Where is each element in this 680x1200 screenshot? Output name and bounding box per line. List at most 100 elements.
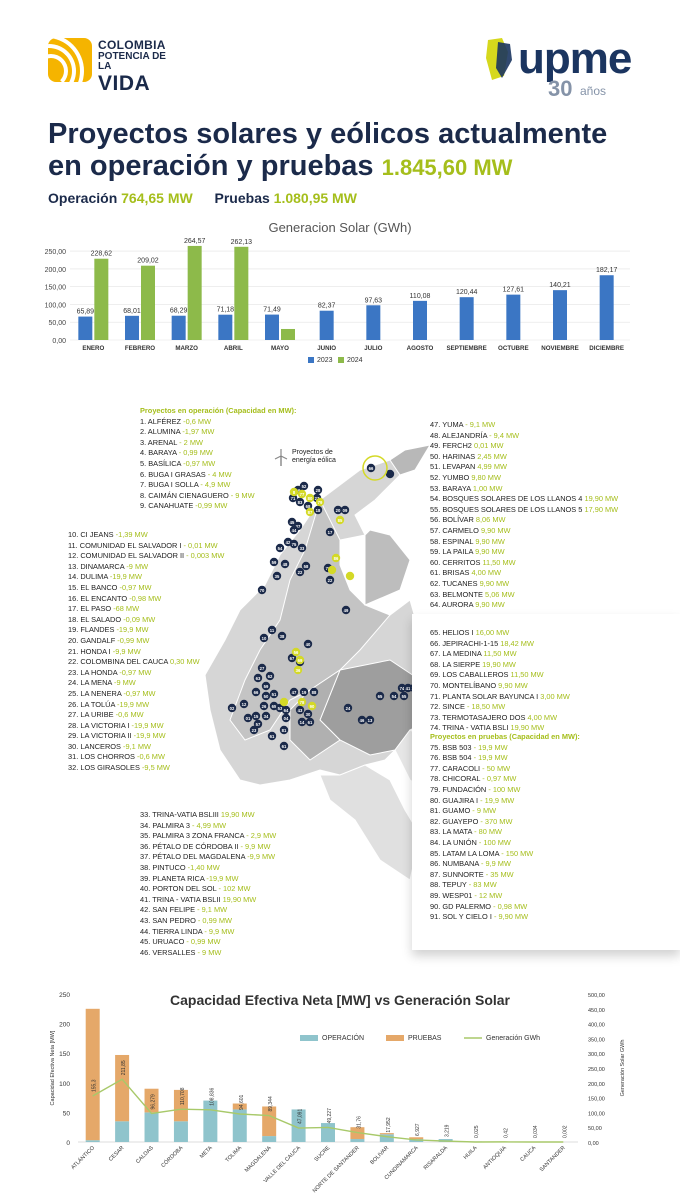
project-list-item: 29. LA VICTORIA II -19,9 MW	[68, 731, 166, 741]
svg-text:14: 14	[300, 720, 305, 725]
colombia-potencia-vida-logo: COLOMBIA POTENCIA DE LA VIDA	[48, 38, 178, 94]
legend-swatch-operacion	[300, 1035, 318, 1041]
map-pin-pruebas: 80	[305, 493, 315, 503]
svg-text:23: 23	[252, 728, 257, 733]
map-pin: 62	[265, 671, 275, 681]
data-label-2023: 65,89	[77, 309, 95, 316]
wind-projects-label: Proyectos de energía eólica	[272, 448, 342, 466]
svg-text:20: 20	[336, 508, 341, 513]
svg-text:80: 80	[308, 496, 313, 501]
map-pin	[385, 469, 395, 479]
bar-pruebas	[379, 1133, 394, 1135]
map-pin: 57	[253, 719, 263, 729]
map-pin: 24	[343, 703, 353, 713]
legend-label-generacion: Generación GWh	[486, 1035, 540, 1042]
svg-text:61: 61	[308, 720, 313, 725]
x-tick-label: AGOSTO	[407, 345, 434, 352]
data-label-2024: 209,02	[137, 258, 159, 265]
bar-pruebas	[85, 1008, 100, 1141]
y-tick-label: 200	[59, 1022, 70, 1029]
y-tick-label: 150,00	[45, 285, 67, 292]
wind-label-text: Proyectos de energía eólica	[291, 449, 336, 464]
bar-2023	[265, 314, 279, 340]
data-label-2023: 68,01	[123, 308, 141, 315]
legend-label-2023: 2023	[317, 357, 333, 364]
svg-text:65: 65	[378, 694, 383, 699]
generacion-data-label: 96,279	[151, 1094, 157, 1110]
y2-tick-label: 200,00	[588, 1082, 605, 1088]
bar-2023	[506, 294, 521, 340]
project-list-item: 10. CI JEANS -1,39 MW	[68, 530, 148, 539]
map-pin-pruebas: 69	[295, 655, 305, 665]
data-label-2024: 262,13	[231, 239, 253, 246]
upme-logo: upme 30 años	[484, 34, 634, 101]
generacion-solar-chart: 0,00 50,00 100,00 150,00 200,00 250,00 65,89 22…	[45, 238, 630, 364]
project-list-item: 85. LATAM LA LOMA - 150 MW	[430, 848, 534, 858]
map-pin: 35	[272, 571, 282, 581]
project-list-item: 17. EL PASO -68 MW	[68, 604, 140, 614]
bar-2024	[187, 245, 202, 340]
svg-text:64: 64	[284, 708, 289, 713]
generacion-data-label: 0,034	[533, 1125, 539, 1138]
y2-tick-label: 500,00	[588, 993, 605, 999]
project-list-item: 2. ALUMINA -1,97 MW	[140, 427, 215, 437]
capacidad-vs-generacion-chart: 0 50 100 150 200 250 0,00 50,00 100,00 150,00 200,…	[50, 992, 626, 1194]
bar-2024	[281, 328, 295, 340]
project-list-item: 38. PINTUCO -1,40 MW	[140, 862, 220, 872]
generacion-data-label: 0,42	[503, 1128, 509, 1138]
generacion-data-label: 94,601	[239, 1094, 245, 1110]
svg-text:47: 47	[292, 690, 297, 695]
svg-text:59: 59	[272, 560, 277, 565]
bar-pruebas	[262, 1106, 277, 1137]
map-pin: 04	[281, 713, 291, 723]
project-list-item: 49. FERCH2 0,01 MW	[430, 441, 504, 451]
project-list-item: 35. PALMIRA 3 ZONA FRANCA - 2,9 MW	[140, 831, 277, 841]
x-tick-label: SANTANDER	[539, 1145, 567, 1173]
svg-text:71: 71	[291, 496, 296, 501]
map-pin: 61	[267, 731, 277, 741]
map-pin: 46	[357, 715, 367, 725]
bar-operacion	[85, 1140, 100, 1142]
project-list-item: 74. TRINA - VATIA BSLI 19,90 MW	[430, 723, 545, 733]
x-tick-label: ANTIOQUIA	[482, 1145, 508, 1171]
svg-text:90: 90	[310, 704, 315, 709]
map-pin-pruebas: 90	[307, 701, 317, 711]
map-pin: 48	[280, 559, 290, 569]
map-pin: 52	[299, 481, 309, 491]
y-axis-label: Capacidad Efectiva Neta [MW]	[50, 1030, 56, 1105]
generacion-data-label: 31,76	[356, 1116, 362, 1129]
operacion-list-col2: 10. CI JEANS -1,39 MW 11. COMUNIDAD EL SA…	[68, 530, 268, 774]
svg-text:16: 16	[296, 488, 301, 493]
project-list-item: 76. BSB 504 - 19,9 MW	[430, 753, 508, 763]
project-list-item: 75. BSB 503 - 19,9 MW	[430, 742, 508, 752]
y-tick-label: 100	[59, 1081, 70, 1088]
data-label-2023: 71,49	[263, 307, 281, 314]
map-pin-pruebas: 85	[335, 515, 345, 525]
y-tick-label: 0	[66, 1140, 70, 1147]
project-list-item: 25. LA NENERA -0,97 MW	[68, 688, 156, 698]
map-pin: 70	[257, 585, 267, 595]
project-list-item: 60. CERRITOS 11,50 MW	[430, 557, 516, 567]
x-tick-label: CAUCA	[519, 1145, 537, 1163]
bar-operacion	[350, 1139, 365, 1142]
project-list-item: 33. TRINA-VATIA BSLIII 19,90 MW	[140, 810, 255, 819]
bar-operacion	[379, 1134, 394, 1142]
project-list-item: 23. LA HONDA -0,97 MW	[68, 667, 152, 677]
svg-text:57: 57	[256, 722, 261, 727]
map-pin-pruebas: 56	[291, 647, 301, 657]
svg-text:74: 74	[400, 686, 405, 691]
y2-tick-label: 150,00	[588, 1097, 605, 1103]
svg-text:70: 70	[260, 588, 265, 593]
map-pin: 30	[303, 709, 313, 719]
title-total: 1.845,60 MW	[381, 155, 513, 180]
map-pin-pruebas: 36	[293, 665, 303, 675]
pruebas-list: Proyectos en pruebas (Capacidad en MW): …	[430, 732, 650, 923]
project-list-item: 39. PLANETA RICA -19,9 MW	[140, 873, 239, 883]
project-list-item: 78. CHICORAL - 0,97 MW	[430, 774, 517, 784]
generacion-data-label: 89,344	[268, 1096, 274, 1112]
project-list-item: 66. JEPIRACHI-1-15 18,42 MW	[430, 638, 534, 648]
bar-pruebas	[115, 1054, 130, 1122]
map-pin: 74	[397, 683, 407, 693]
project-list-item: 53. BARAYA 1,00 MW	[430, 483, 503, 493]
x-tick-label: JUNIO	[317, 345, 336, 352]
